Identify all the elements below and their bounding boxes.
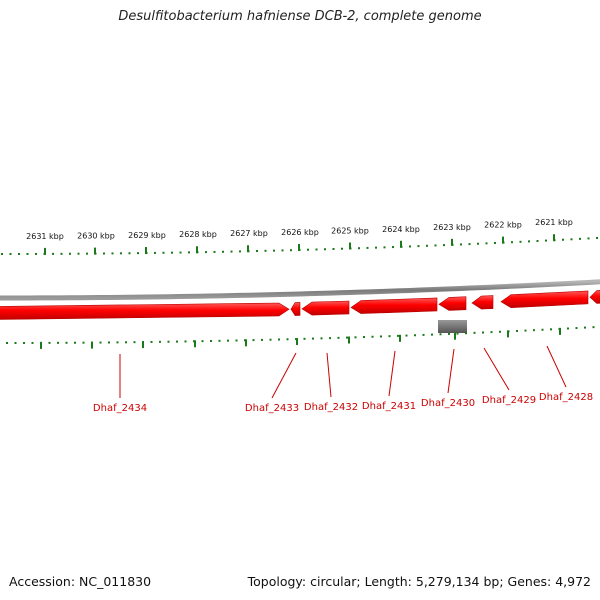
kbp-tick-label: 2626 kbp [281, 228, 319, 237]
gene-label[interactable]: Dhaf_2434 [93, 403, 147, 414]
genome-backbone [0, 279, 600, 301]
gene-label[interactable]: Dhaf_2433 [245, 403, 299, 414]
accession-text: Accession: NC_011830 [9, 574, 152, 589]
kbp-tick-label: 2631 kbp [26, 232, 64, 241]
kbp-tick-label: 2630 kbp [77, 232, 115, 241]
gene-arrow[interactable] [438, 296, 467, 311]
gene-leader-line [447, 348, 455, 394]
gene-leader-line [388, 350, 396, 397]
genome-summary-text: Topology: circular; Length: 5,279,134 bp… [247, 574, 591, 589]
kbp-tick-label: 2628 kbp [179, 230, 217, 239]
genome-title: Desulfitobacterium hafniense DCB-2, comp… [118, 9, 482, 24]
kbp-tick-label: 2625 kbp [331, 226, 369, 235]
outer-tick-track [1, 234, 598, 255]
kbp-tick-label: 2621 kbp [535, 218, 573, 227]
gene-leader-line [483, 347, 510, 391]
gene-leader-line [271, 352, 297, 399]
gene-arrow[interactable] [0, 302, 290, 320]
kbp-tick-label: 2629 kbp [128, 231, 166, 240]
gene-leader-line [326, 352, 332, 398]
kbp-tick-label: 2623 kbp [433, 223, 471, 232]
gene-arrow[interactable] [301, 300, 350, 316]
gene-label[interactable]: Dhaf_2432 [304, 402, 358, 413]
gene-label[interactable]: Dhaf_2429 [482, 395, 536, 406]
kbp-scale: 2631 kbp 2630 kbp 2629 kbp 2628 kbp 2627 kbp… [26, 218, 573, 241]
gene-leader-line [546, 345, 567, 388]
kbp-tick-label: 2622 kbp [484, 221, 522, 230]
gene-label[interactable]: Dhaf_2431 [362, 401, 416, 412]
backbone-arc [0, 279, 600, 301]
gene-arrow[interactable] [500, 290, 589, 309]
gene-labels: Dhaf_2434 Dhaf_2433 Dhaf_2432 Dhaf_2431 Dhaf… [93, 345, 593, 414]
inner-tick-track [6, 326, 595, 349]
gene-arrow[interactable] [589, 290, 600, 304]
kbp-tick-label: 2624 kbp [382, 225, 420, 234]
gene-arrow[interactable] [471, 295, 494, 310]
other-feature-block[interactable] [438, 320, 467, 333]
kbp-tick-label: 2627 kbp [230, 229, 268, 238]
gene-label[interactable]: Dhaf_2428 [539, 392, 593, 403]
gene-track [0, 290, 600, 333]
gene-arrow[interactable] [350, 297, 438, 314]
gene-arrow[interactable] [290, 302, 301, 316]
gene-label[interactable]: Dhaf_2430 [421, 398, 475, 409]
